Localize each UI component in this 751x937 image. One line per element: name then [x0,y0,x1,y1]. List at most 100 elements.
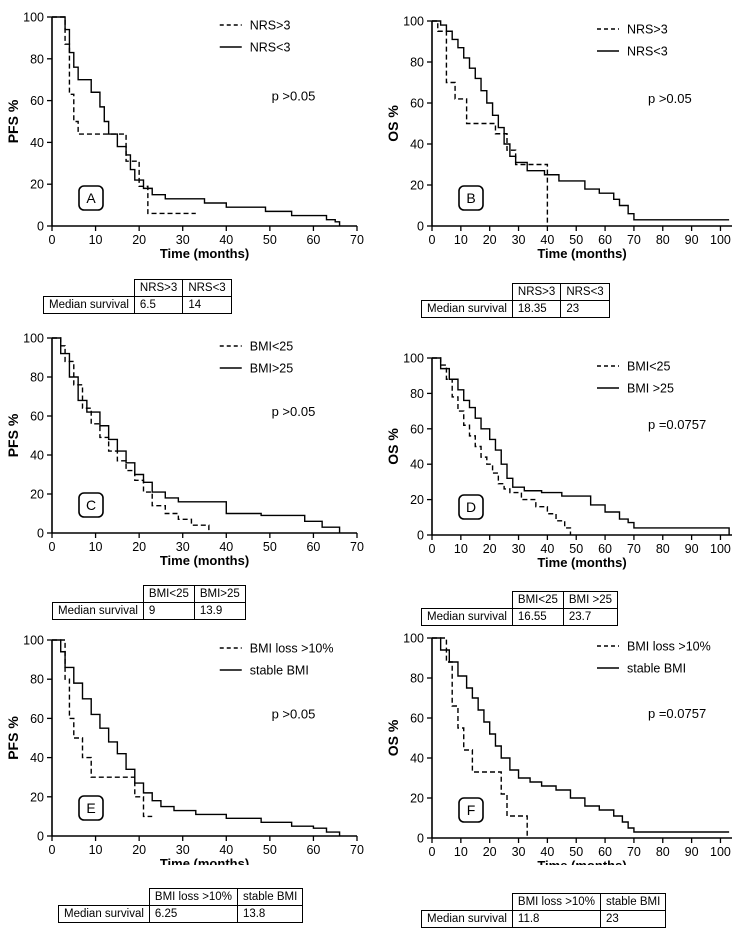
x-tick-label: 50 [263,540,277,554]
y-tick-label: 40 [30,751,44,765]
x-tick-label: 40 [540,845,554,859]
legend-label: BMI >25 [627,382,674,396]
chart-panel-b: 0 20 40 60 80 100 0 10 20 30 40 50 60 70 80 90 100 Time (… [385,15,732,261]
y-tick-label: 20 [410,179,424,193]
x-tick-label: 40 [219,540,233,554]
x-tick-label: 30 [176,540,190,554]
x-tick-label: 60 [598,542,612,556]
p-value-label: p >0.05 [272,404,316,419]
y-tick-label: 60 [30,712,44,726]
x-tick-label: 50 [569,542,583,556]
chart-panel-e: 0 20 40 60 80 100 0 10 20 30 40 50 60 70 Time (months)… [5,634,364,866]
x-tick-label: 10 [454,542,468,556]
km-curve-solid [52,337,341,533]
y-axis-label: PFS % [5,716,21,760]
y-tick-label: 80 [410,56,424,70]
km-curve-dashed [432,357,572,535]
y-tick-label: 60 [30,410,44,424]
x-tick-label: 60 [306,540,320,554]
km-curve-solid [432,20,730,221]
x-tick-label: 30 [176,233,190,247]
x-axis-label: Time (months) [537,246,626,261]
y-tick-label: 0 [37,220,44,234]
x-tick-label: 90 [685,542,699,556]
x-tick-label: 40 [540,233,554,247]
x-tick-label: 60 [598,845,612,859]
median-table-b: NRS>3 NRS<3 Median survival 18.35 23 [421,283,610,318]
x-tick-label: 0 [429,845,436,859]
y-tick-label: 80 [30,371,44,385]
x-tick-label: 80 [656,845,670,859]
panel-letter-box [78,492,104,518]
km-curve-solid [52,16,341,226]
km-curve-solid [432,637,730,833]
y-tick-label: 20 [410,493,424,507]
x-tick-label: 50 [569,233,583,247]
median-table-d: BMI<25 BMI >25 Median survival 16.55 23.7 [421,591,619,626]
median-table-f: BMI loss >10% stable BMI Median survival 1… [421,893,667,928]
x-tick-label: 70 [627,233,641,247]
km-curve-solid [52,639,341,836]
km-curve-dashed [52,337,210,533]
panel-letter-box [458,185,484,211]
y-tick-label: 20 [410,792,424,806]
y-tick-label: 0 [37,527,44,541]
km-curve-dashed [52,16,196,215]
panel-letter-box [458,797,484,823]
x-axis-label: Time (months) [537,555,626,570]
x-tick-label: 40 [540,542,554,556]
x-tick-label: 40 [219,233,233,247]
x-tick-label: 30 [512,845,526,859]
x-tick-label: 90 [685,233,699,247]
chart-panel-a: 0 20 40 60 80 100 0 10 20 30 40 50 60 70 Time (months)… [5,11,364,262]
x-tick-label: 80 [656,542,670,556]
x-tick-label: 20 [483,233,497,247]
x-tick-label: 10 [89,233,103,247]
legend-label: NRS<3 [627,45,668,59]
y-tick-label: 60 [410,422,424,436]
y-axis-label: PFS % [5,99,21,143]
chart-panel-f: 0 20 40 60 80 100 0 10 20 30 40 50 60 70 80 90 100 Time (… [385,632,732,865]
x-tick-label: 100 [710,542,731,556]
panel-letter: F [467,802,476,818]
y-tick-label: 80 [410,387,424,401]
x-tick-label: 20 [132,843,146,857]
x-tick-label: 20 [132,233,146,247]
y-tick-label: 20 [30,488,44,502]
x-tick-label: 0 [429,233,436,247]
y-tick-label: 0 [37,830,44,844]
p-value-label: p =0.0757 [648,417,706,432]
x-axis-label: Time (months) [160,553,249,568]
panel-letter: B [466,190,475,206]
x-tick-label: 10 [89,843,103,857]
legend-label: BMI<25 [250,340,293,354]
panel-letter-box [78,185,104,211]
legend-label: NRS>3 [627,23,668,37]
x-tick-label: 70 [350,843,364,857]
y-tick-label: 0 [417,220,424,234]
panel-letter-box [458,494,484,520]
x-tick-label: 80 [656,233,670,247]
x-tick-label: 10 [454,845,468,859]
x-tick-label: 70 [350,540,364,554]
legend-label: NRS<3 [250,41,291,55]
x-tick-label: 50 [569,845,583,859]
x-axis-label: Time (months) [537,858,626,865]
y-tick-label: 60 [410,97,424,111]
y-tick-label: 60 [410,712,424,726]
x-tick-label: 50 [263,843,277,857]
x-tick-label: 100 [710,233,731,247]
y-tick-label: 100 [23,332,44,346]
x-tick-label: 10 [89,540,103,554]
p-value-label: p >0.05 [272,89,316,104]
y-tick-label: 40 [410,752,424,766]
y-tick-label: 40 [30,449,44,463]
x-tick-label: 100 [710,845,731,859]
y-tick-label: 40 [410,458,424,472]
panel-letter: E [86,800,95,816]
x-tick-label: 20 [483,845,497,859]
legend-label: stable BMI [627,662,686,676]
x-tick-label: 30 [512,542,526,556]
p-value-label: p >0.05 [648,91,692,106]
legend-label: BMI loss >10% [627,640,711,654]
